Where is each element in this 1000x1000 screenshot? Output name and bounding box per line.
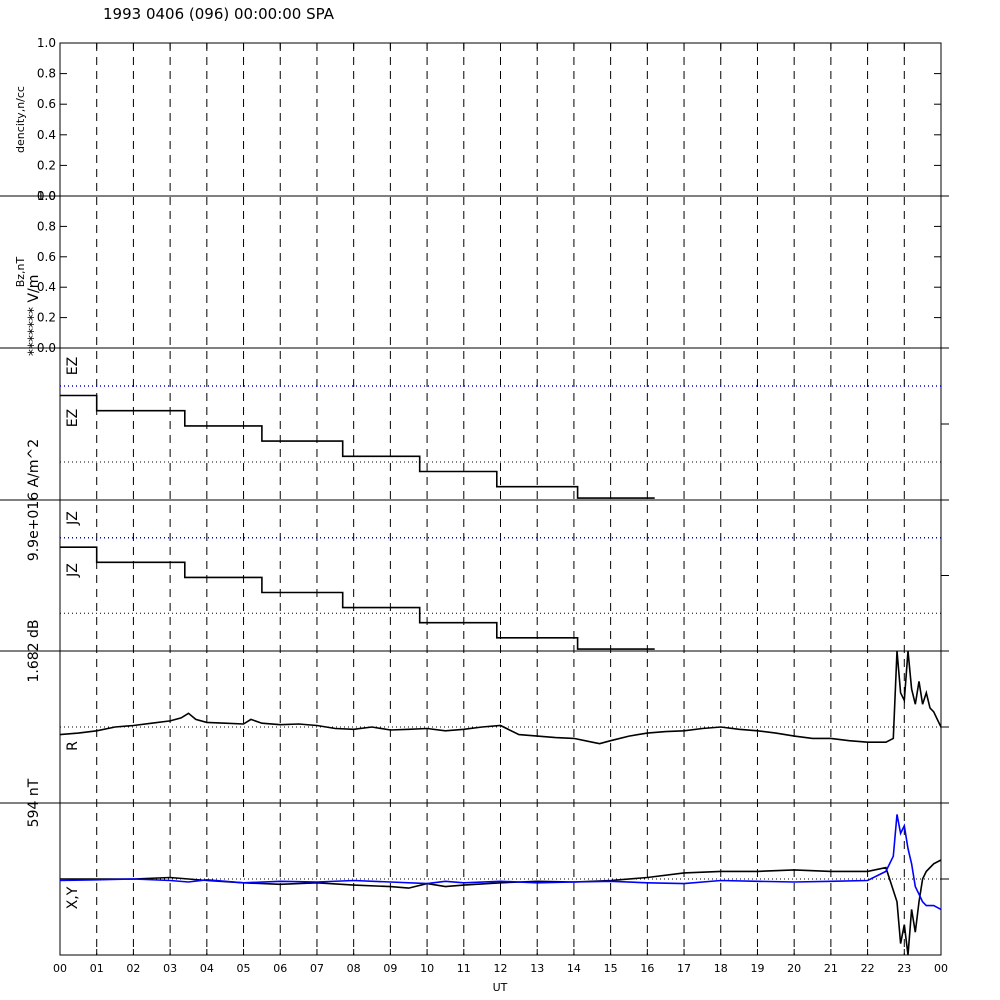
x-tick-label: 17: [677, 962, 691, 975]
panel-scale-label-xy: 594 nT: [26, 778, 42, 827]
x-tick-label: 10: [420, 962, 434, 975]
x-tick-label: 11: [457, 962, 471, 975]
x-tick-label: 13: [530, 962, 544, 975]
panel-tag-r: R: [65, 741, 81, 751]
panel-ylabel-density: dencity,n/cc: [14, 86, 27, 153]
panel-scale-label-ez: ******* V/m: [26, 275, 42, 356]
x-tick-label: 04: [200, 962, 214, 975]
y-tick-label: 0.8: [37, 67, 56, 81]
x-tick-label: 16: [640, 962, 654, 975]
panel-tag-jz: JZ: [65, 563, 81, 578]
y-tick-label: 1.0: [37, 36, 56, 50]
x-tick-label: 01: [90, 962, 104, 975]
y-tick-label: 0.6: [37, 97, 56, 111]
y-tick-label: 0.6: [37, 250, 56, 264]
y-tick-label: 0.4: [37, 128, 56, 142]
x-tick-label: 19: [750, 962, 764, 975]
x-tick-label: 08: [347, 962, 361, 975]
y-tick-label: 0.2: [37, 311, 56, 325]
x-tick-label: 06: [273, 962, 287, 975]
y-tick-label: 0.4: [37, 280, 56, 294]
y-tick-label: 0.8: [37, 219, 56, 233]
x-tick-label: 07: [310, 962, 324, 975]
chart-title: 1993 0406 (096) 00:00:00 SPA: [103, 5, 335, 23]
series-line-xy-1: [59, 814, 942, 911]
x-tick-label: 22: [861, 962, 875, 975]
series-line-r-0: [59, 650, 942, 745]
x-tick-label: 12: [494, 962, 508, 975]
x-tick-label: 23: [897, 962, 911, 975]
series-line-ez-0: [60, 394, 655, 499]
x-tick-label: 05: [237, 962, 251, 975]
x-tick-label: 20: [787, 962, 801, 975]
panel-tag-ez: EZ: [65, 357, 81, 375]
x-tick-label: 18: [714, 962, 728, 975]
x-tick-label: 15: [604, 962, 618, 975]
x-tick-label: 14: [567, 962, 581, 975]
x-tick-label: 21: [824, 962, 838, 975]
panel-ylabel-bz: Bz,nT: [14, 256, 27, 287]
x-tick-label: 00: [53, 962, 67, 975]
x-tick-label: 03: [163, 962, 177, 975]
x-tick-label: 00: [934, 962, 948, 975]
y-tick-label: 1.0: [37, 189, 56, 203]
panel-tag-xy: X,Y: [65, 886, 81, 909]
panel-scale-label-jz: 9.9e+016 A/m^2: [26, 439, 42, 561]
x-tick-label: 02: [126, 962, 140, 975]
panel-tag-ez: EZ: [65, 409, 81, 427]
panel-tag-jz: JZ: [65, 511, 81, 526]
series-line-jz-0: [60, 546, 655, 650]
x-tick-label: 09: [383, 962, 397, 975]
x-axis-label: UT: [493, 981, 508, 994]
y-tick-label: 0.2: [37, 158, 56, 172]
panel-scale-label-r: 1.682 dB: [26, 619, 42, 682]
